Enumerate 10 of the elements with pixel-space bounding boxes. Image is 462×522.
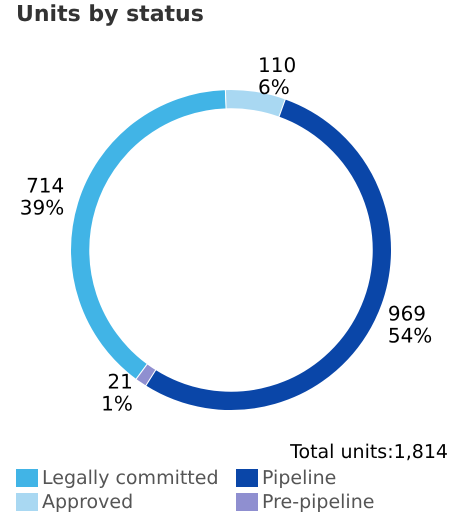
legend-label: Legally committed xyxy=(42,467,219,489)
chart-title: Units by status xyxy=(15,1,205,29)
legend-label: Approved xyxy=(42,491,134,513)
data-label: 21 1% xyxy=(101,369,133,416)
legend-label: Pre-pipeline xyxy=(262,491,374,513)
text: Total units:1,814 xyxy=(289,440,449,465)
data-label: 969 54% xyxy=(388,302,432,348)
legend-label: Pipeline xyxy=(262,467,336,489)
data-label: 714 39% xyxy=(20,174,64,220)
data-label: 110 6% xyxy=(258,52,296,99)
